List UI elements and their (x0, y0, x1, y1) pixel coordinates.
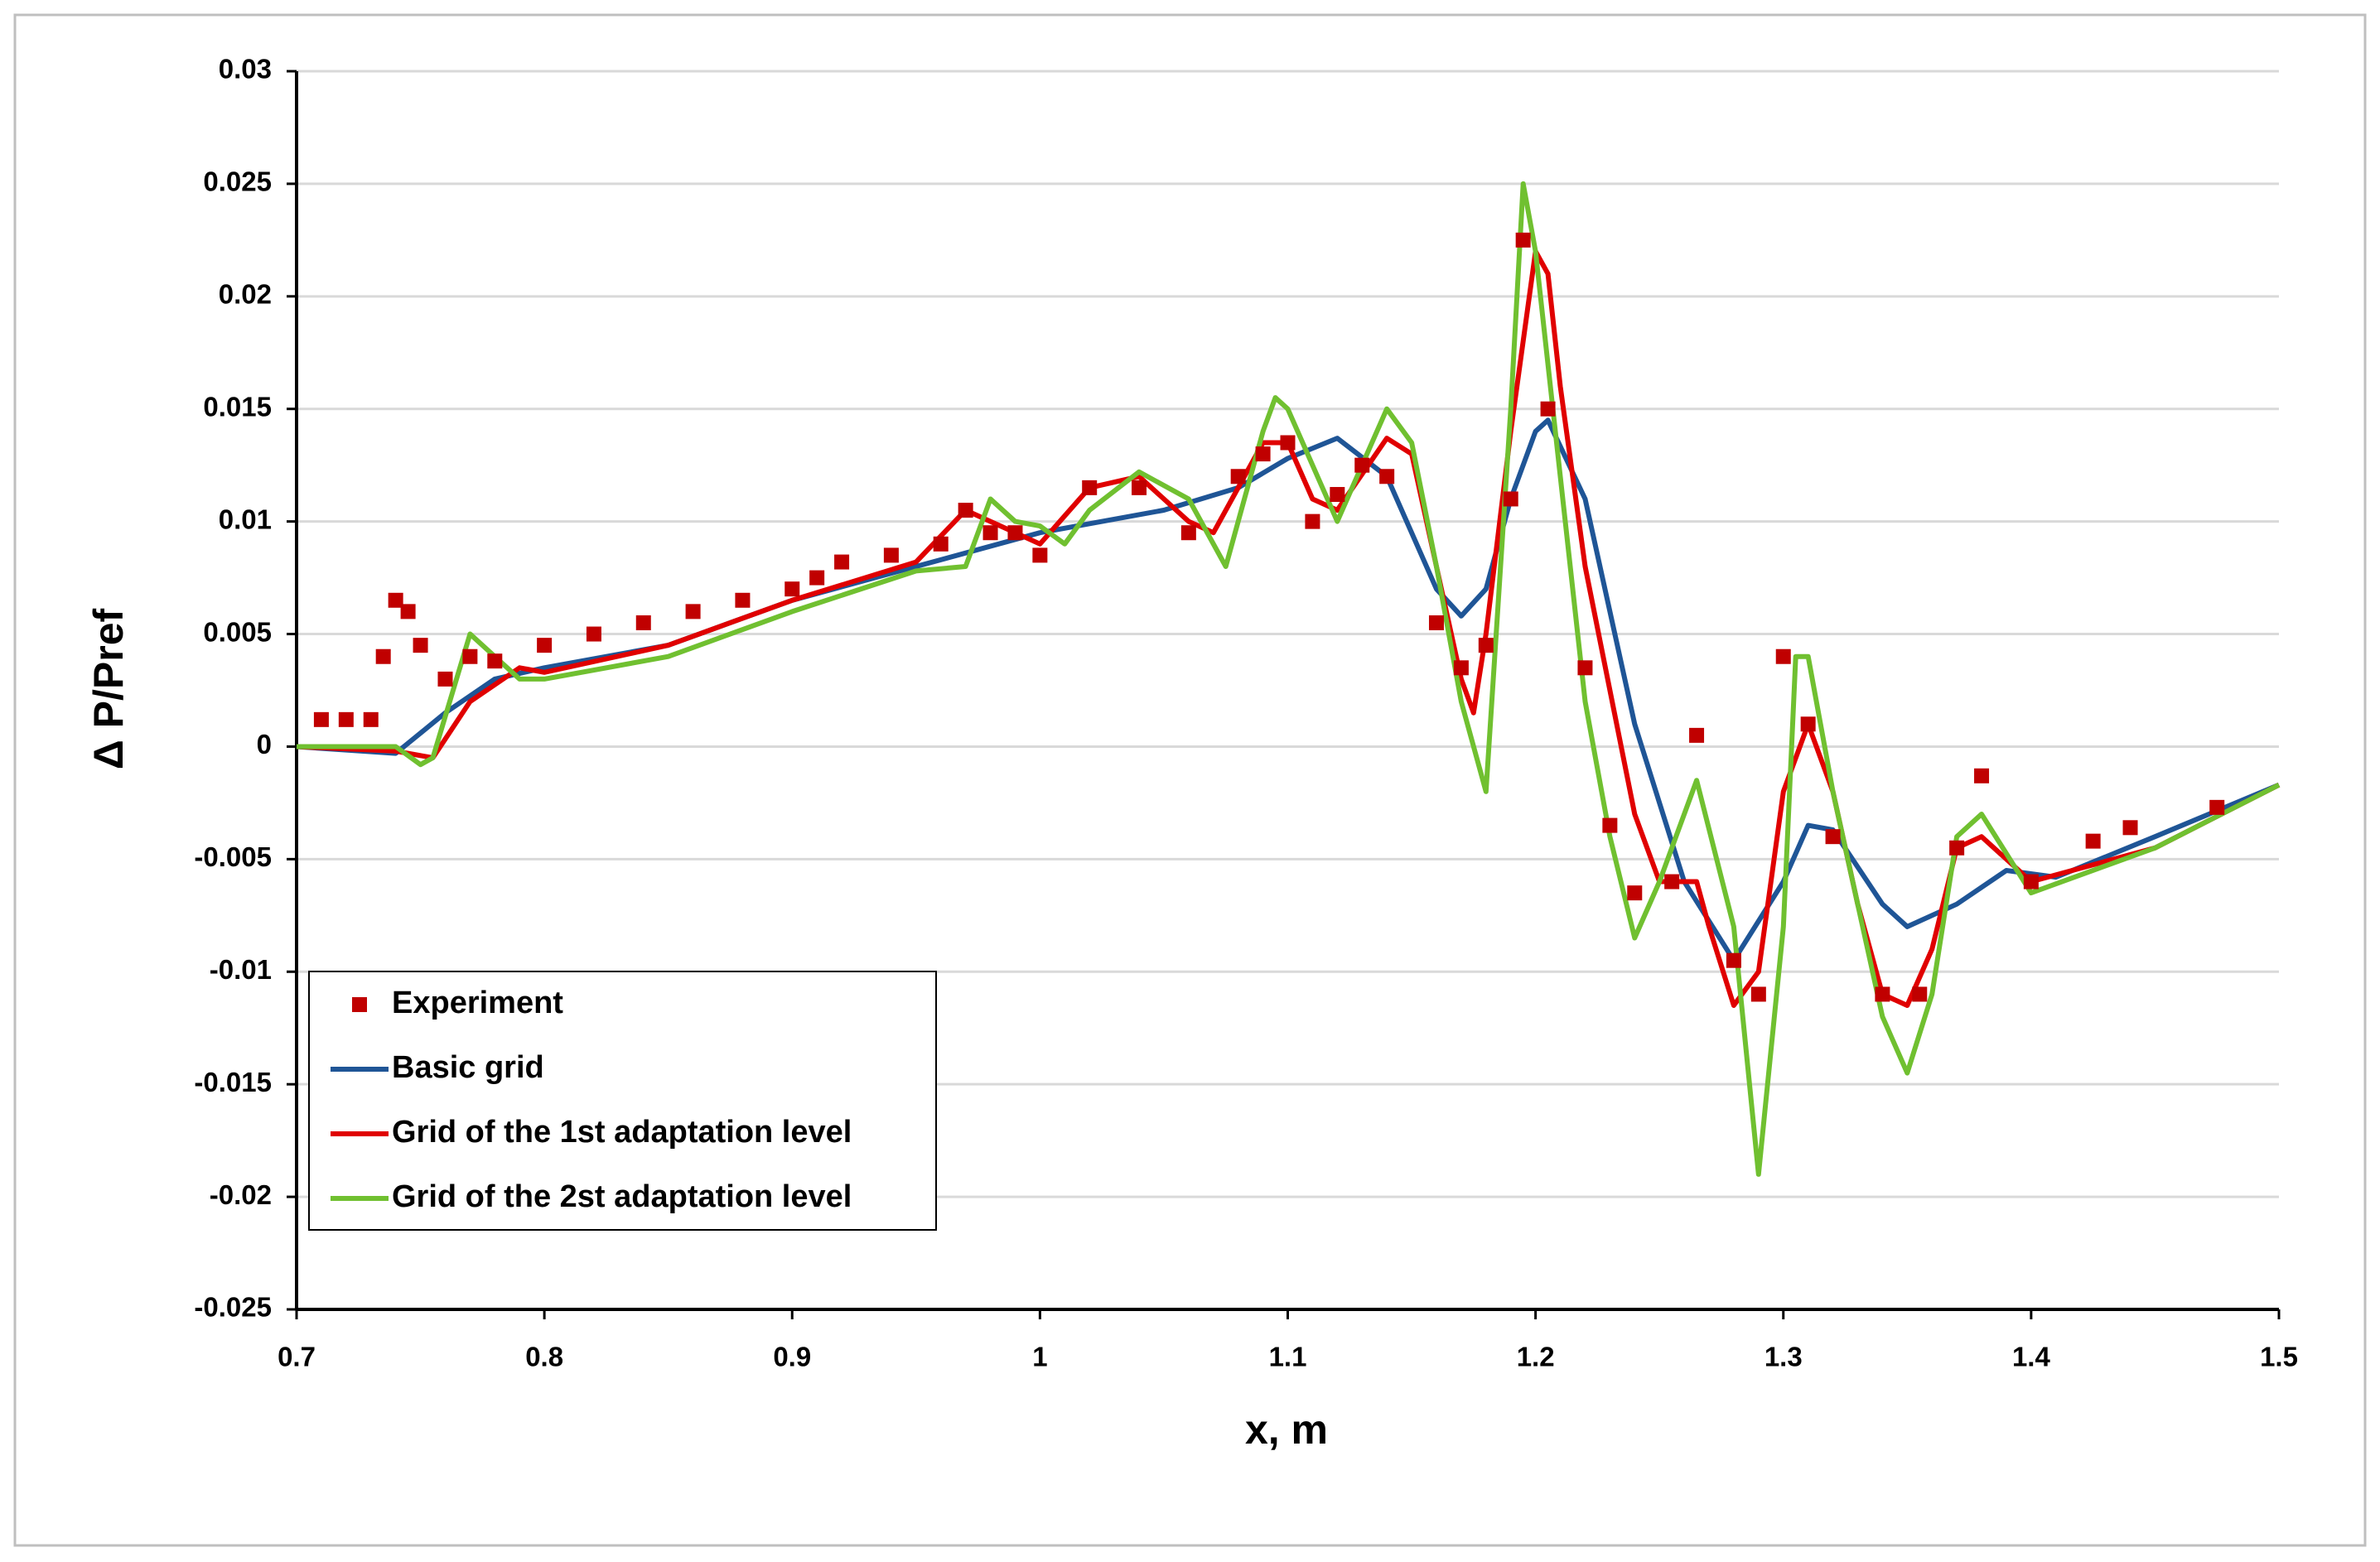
y-tick-label: 0.02 (219, 279, 272, 310)
x-tick-label: 1.1 (1269, 1342, 1307, 1372)
data-point (982, 525, 998, 541)
data-point (635, 615, 651, 630)
x-tick-label: 1 (1032, 1342, 1047, 1372)
x-tick-label: 0.7 (278, 1342, 316, 1372)
legend-box (308, 971, 937, 1231)
data-point (735, 592, 751, 608)
legend-label: Basic grid (392, 1050, 544, 1085)
data-point (1664, 874, 1680, 889)
data-point (437, 671, 453, 687)
data-point (834, 554, 850, 570)
legend: Experiment Basic grid Grid of the 1st adap… (308, 971, 937, 1231)
data-point (1082, 480, 1098, 495)
data-point (1540, 401, 1556, 417)
data-point (1230, 469, 1246, 485)
x-axis-title: x, m (1245, 1406, 1328, 1453)
chart-frame (13, 13, 2367, 1547)
x-tick-label: 1.4 (2012, 1342, 2051, 1372)
data-point (883, 547, 899, 563)
data-point (1689, 727, 1705, 743)
data-point (1453, 660, 1469, 676)
data-point (1974, 768, 1990, 783)
legend-label: Experiment (392, 986, 563, 1020)
x-tick-label: 0.8 (525, 1342, 563, 1372)
data-point (1132, 480, 1147, 495)
data-point (1825, 829, 1841, 845)
data-point (809, 570, 825, 586)
x-tick-label: 1.2 (1517, 1342, 1555, 1372)
data-point (2122, 820, 2138, 836)
data-point (1912, 986, 1928, 1002)
data-point (1032, 547, 1048, 563)
data-point (2209, 799, 2225, 815)
y-tick-label: 0 (257, 729, 272, 759)
series-line (297, 181, 2281, 1177)
data-point (1775, 648, 1791, 664)
data-point (1875, 986, 1890, 1002)
data-point (462, 648, 478, 664)
data-point (1503, 491, 1518, 507)
data-point (375, 648, 391, 664)
y-tick-label: -0.025 (194, 1292, 272, 1323)
data-point (363, 711, 379, 727)
y-tick-label: -0.01 (210, 954, 272, 985)
y-tick-label: 0.025 (203, 166, 272, 197)
y-tick-label: -0.02 (210, 1179, 272, 1210)
y-tick-label: 0.03 (219, 54, 272, 84)
data-point (1949, 840, 1965, 856)
data-point (313, 711, 329, 727)
x-tick-label: 1.3 (1764, 1342, 1803, 1372)
data-point (1255, 446, 1271, 462)
legend-label: Grid of the 2st adaptation level (392, 1179, 852, 1214)
data-point (1515, 232, 1531, 248)
data-point (388, 592, 403, 608)
data-point (1627, 885, 1643, 901)
y-tick-label: -0.005 (194, 841, 272, 872)
legend-marker (352, 997, 367, 1012)
data-point (1280, 435, 1296, 451)
data-point (1379, 469, 1395, 485)
data-point (958, 503, 973, 518)
y-tick-label: 0.01 (219, 504, 272, 534)
data-point (413, 638, 428, 653)
data-point (2085, 833, 2101, 849)
data-point (537, 638, 553, 653)
data-point (1726, 952, 1741, 968)
data-point (1305, 513, 1320, 529)
y-tick-label: 0.005 (203, 616, 272, 647)
data-point (586, 626, 601, 642)
y-axis-title: Δ P/Pref (85, 608, 132, 769)
data-point (338, 711, 354, 727)
y-tick-label: 0.015 (203, 391, 272, 422)
x-tick-label: 1.5 (2260, 1342, 2298, 1372)
data-point (685, 604, 701, 619)
data-point (1602, 817, 1618, 833)
data-point (784, 581, 800, 597)
data-point (1330, 487, 1345, 503)
data-point (400, 604, 416, 619)
legend-label: Grid of the 1st adaptation level (392, 1115, 852, 1150)
data-point (487, 653, 503, 669)
data-point (1750, 986, 1766, 1002)
data-point (933, 536, 949, 552)
data-point (1354, 457, 1370, 473)
data-point (1180, 525, 1196, 541)
x-tick-label: 0.9 (773, 1342, 811, 1372)
data-point (1800, 716, 1816, 732)
data-point (1428, 615, 1444, 630)
data-point (1007, 525, 1023, 541)
data-point (2023, 874, 2039, 889)
data-point (1478, 638, 1494, 653)
y-tick-label: -0.015 (194, 1067, 272, 1097)
data-point (1577, 660, 1593, 676)
